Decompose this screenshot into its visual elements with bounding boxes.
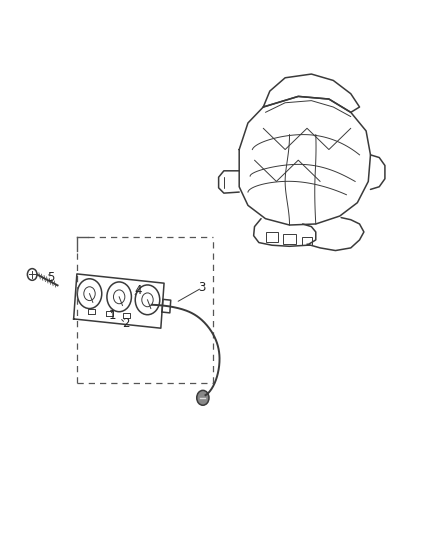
Bar [301, 237, 311, 245]
Circle shape [196, 390, 208, 405]
Bar [283, 234, 295, 244]
Text: 4: 4 [134, 284, 142, 297]
Text: 2: 2 [121, 317, 129, 330]
Text: 1: 1 [108, 309, 116, 322]
Text: 3: 3 [198, 281, 205, 294]
Text: 5: 5 [47, 271, 55, 284]
Bar [265, 232, 278, 242]
